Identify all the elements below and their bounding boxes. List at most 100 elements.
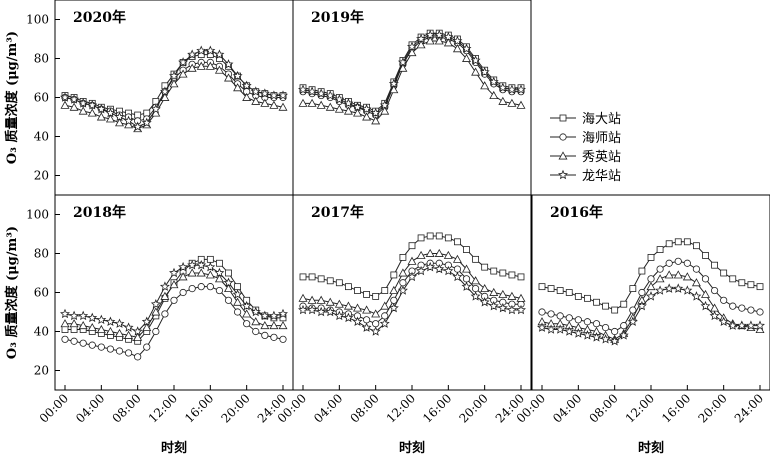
data-point bbox=[261, 331, 269, 339]
data-point bbox=[425, 29, 436, 40]
legend-label: 海师站 bbox=[582, 131, 621, 146]
data-point bbox=[755, 320, 765, 330]
data-point bbox=[700, 300, 711, 311]
legend-marker bbox=[558, 151, 568, 160]
data-point bbox=[159, 86, 170, 96]
data-point bbox=[683, 259, 691, 267]
data-point bbox=[683, 238, 691, 246]
data-point bbox=[627, 316, 638, 326]
data-point bbox=[325, 90, 336, 100]
legend-item: 龙华站 bbox=[550, 169, 621, 184]
y-tick-label: 20 bbox=[34, 169, 49, 183]
data-point bbox=[647, 275, 655, 283]
data-point bbox=[701, 289, 710, 298]
data-point bbox=[105, 107, 116, 118]
data-point bbox=[150, 298, 161, 309]
data-point bbox=[132, 121, 143, 131]
x-tick-label: 04:00 bbox=[311, 391, 345, 425]
data-point bbox=[179, 288, 187, 297]
data-point bbox=[517, 273, 525, 281]
data-point bbox=[665, 259, 673, 267]
data-point bbox=[268, 90, 279, 100]
data-point bbox=[78, 98, 89, 108]
data-point bbox=[268, 310, 279, 321]
data-point bbox=[178, 272, 188, 281]
data-point bbox=[646, 291, 656, 301]
data-point bbox=[747, 281, 755, 289]
data-point bbox=[516, 100, 526, 109]
y-tick-label: 60 bbox=[34, 91, 49, 105]
x-tick-label: 24:00 bbox=[732, 391, 766, 425]
data-point bbox=[187, 49, 198, 59]
data-point bbox=[334, 299, 344, 308]
data-point bbox=[223, 277, 234, 287]
data-point bbox=[655, 274, 665, 283]
data-point bbox=[488, 300, 499, 311]
y-axis-title: O₃ 质量浓度 (μg/m³) bbox=[4, 31, 20, 164]
data-point bbox=[316, 306, 327, 317]
data-point bbox=[555, 324, 566, 334]
data-point bbox=[656, 265, 664, 273]
data-point bbox=[462, 264, 471, 273]
data-point bbox=[88, 341, 96, 349]
data-point bbox=[233, 308, 242, 316]
data-point bbox=[241, 80, 252, 91]
data-point bbox=[334, 94, 345, 104]
series-海大站 bbox=[299, 232, 525, 300]
data-point bbox=[69, 102, 79, 111]
data-point bbox=[390, 296, 398, 304]
data-point bbox=[78, 106, 88, 115]
data-point bbox=[278, 308, 288, 319]
data-point bbox=[738, 304, 746, 312]
data-point bbox=[362, 112, 372, 121]
data-point bbox=[105, 326, 115, 335]
data-point bbox=[215, 286, 224, 295]
data-point bbox=[416, 265, 427, 276]
data-point bbox=[214, 274, 224, 283]
data-point bbox=[178, 57, 189, 67]
data-point bbox=[187, 259, 198, 270]
data-point bbox=[381, 287, 389, 294]
data-point bbox=[187, 268, 197, 277]
data-point bbox=[710, 303, 720, 312]
data-point bbox=[197, 283, 205, 291]
legend-item: 海大站 bbox=[550, 112, 621, 127]
data-point bbox=[435, 232, 443, 240]
data-point bbox=[453, 265, 462, 273]
x-tick-label: 16:00 bbox=[420, 391, 454, 425]
series-秀英站 bbox=[298, 248, 526, 318]
series-龙华站 bbox=[60, 45, 288, 131]
data-point bbox=[259, 310, 270, 321]
legend-marker bbox=[558, 169, 568, 180]
data-point bbox=[345, 283, 352, 291]
data-point bbox=[307, 98, 317, 107]
data-point bbox=[480, 283, 490, 293]
data-point bbox=[142, 322, 152, 332]
y-tick-label: 80 bbox=[34, 52, 49, 66]
panel-3: 2018年 20 40 60 80 100 O₃ 质量浓度 (μg/m³) 00:00 04:0… bbox=[4, 194, 294, 456]
data-point bbox=[601, 323, 610, 332]
data-point bbox=[362, 316, 371, 324]
data-point bbox=[538, 283, 546, 291]
data-point bbox=[307, 304, 318, 315]
data-point bbox=[205, 45, 216, 55]
data-point bbox=[756, 308, 764, 316]
data-point bbox=[159, 281, 170, 291]
data-point bbox=[656, 246, 664, 254]
data-point bbox=[87, 322, 97, 332]
legend-marker bbox=[559, 133, 567, 141]
data-point bbox=[397, 285, 408, 295]
data-point bbox=[397, 57, 408, 67]
data-point bbox=[317, 275, 325, 283]
data-point bbox=[269, 100, 279, 109]
panel-title: 2018年 bbox=[73, 204, 126, 221]
data-point bbox=[150, 103, 161, 114]
data-point bbox=[620, 322, 628, 330]
data-point bbox=[143, 343, 151, 351]
series-龙华站 bbox=[60, 259, 288, 336]
data-point bbox=[498, 96, 508, 105]
data-point bbox=[390, 271, 398, 279]
x-tick-label: 20:00 bbox=[695, 391, 729, 425]
data-point bbox=[123, 115, 134, 126]
